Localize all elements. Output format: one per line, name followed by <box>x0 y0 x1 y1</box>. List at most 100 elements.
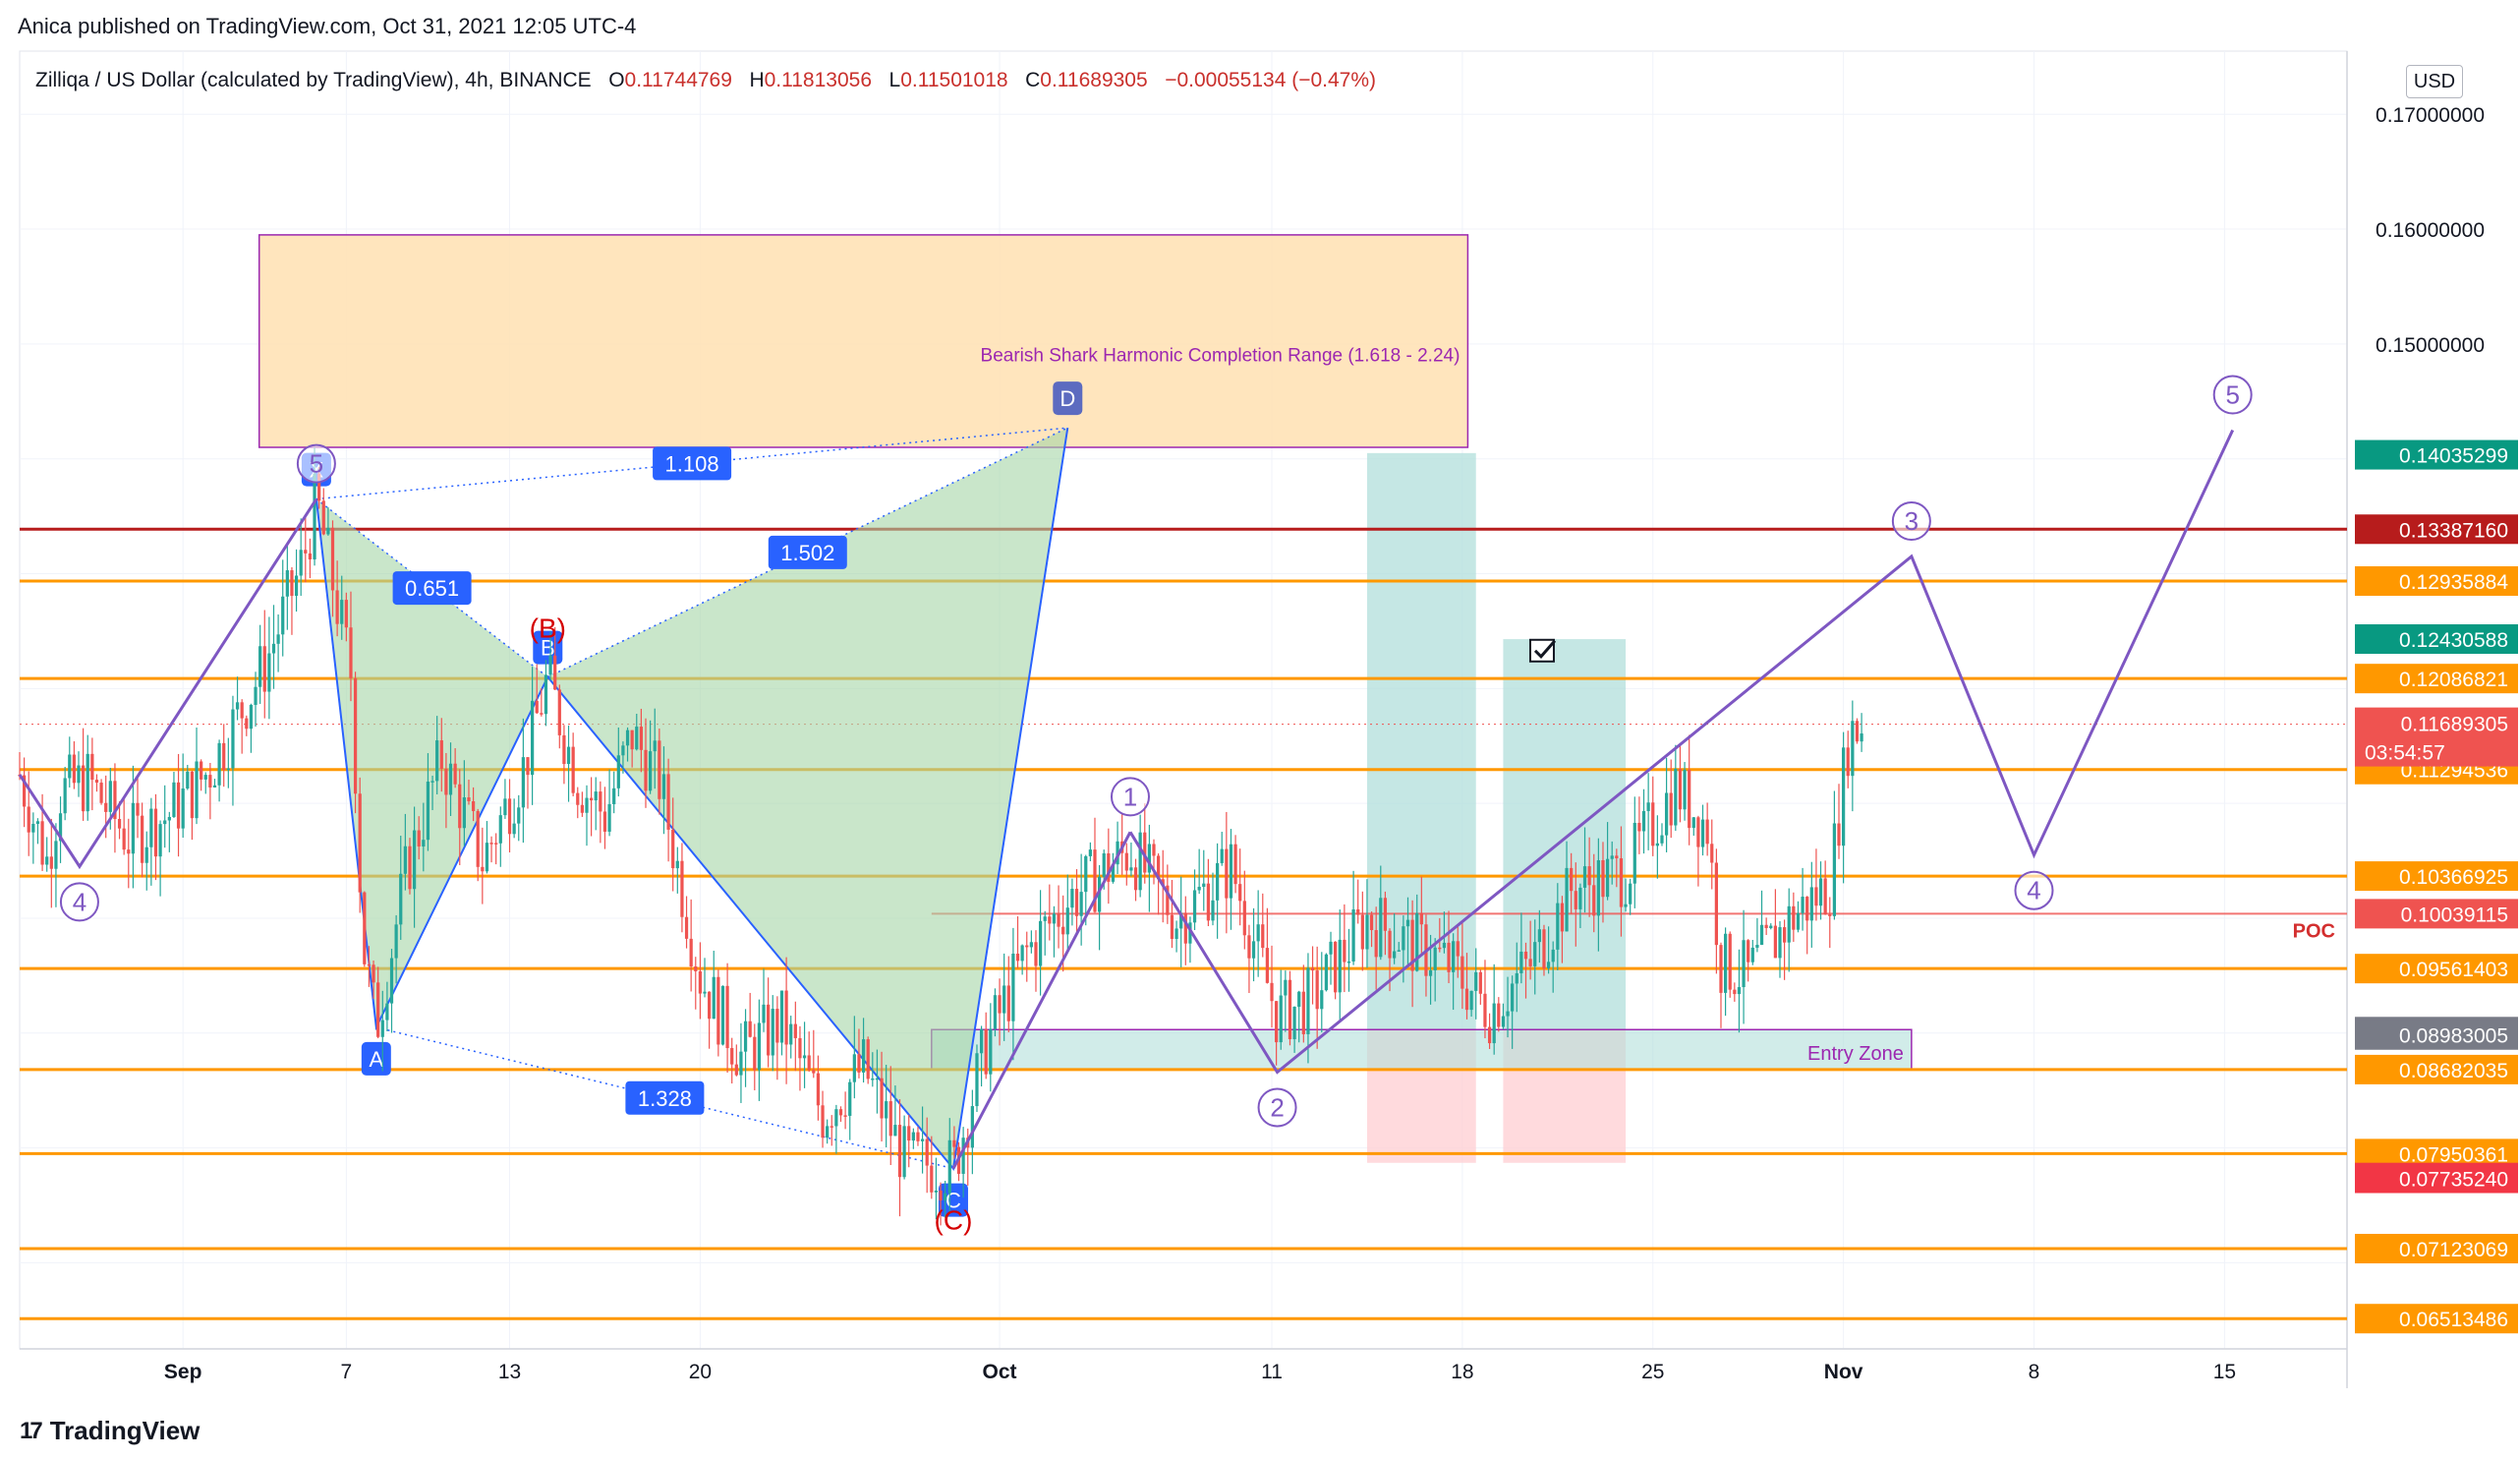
candle-body <box>1288 979 1292 1040</box>
candle-body <box>784 990 788 1045</box>
candle-body <box>779 990 784 1043</box>
marker-price-badge[interactable]: 0.10039115 <box>2355 899 2518 929</box>
level-price-badge-text: 0.12086821 <box>2399 669 2508 691</box>
harmonic-bcd-triangle <box>547 428 1068 1169</box>
marker-price-badge[interactable]: 0.14035299 <box>2355 439 2518 470</box>
harmonic-point-d[interactable]: D <box>1053 381 1083 416</box>
level-price-badge-text: 0.07123069 <box>2399 1239 2508 1261</box>
level-price-badge[interactable]: 0.09561403 <box>2355 954 2518 984</box>
candle-body <box>249 704 254 730</box>
harmonic-point-a[interactable]: A <box>361 1041 391 1076</box>
candle-body <box>54 841 58 869</box>
elliott-wave-circle <box>2212 375 2253 415</box>
candle-body <box>1015 953 1020 962</box>
candle-body <box>1315 970 1319 1010</box>
candle-body <box>1229 844 1233 899</box>
elliott-wave-label-4[interactable]: 4 <box>59 882 99 922</box>
candle-body <box>267 653 271 692</box>
candle-body <box>1065 907 1069 935</box>
ratio-badge[interactable]: 1.108 <box>653 446 732 481</box>
candle-body <box>616 755 620 788</box>
time-tick-label: 11 <box>1261 1361 1283 1383</box>
current-price-badge[interactable]: 0.11689305 03:54:57 <box>2355 707 2518 767</box>
elliott-wave-label-3[interactable]: 3 <box>1891 500 1931 541</box>
candle-body <box>535 700 539 714</box>
candle-body <box>580 804 584 813</box>
candle-body <box>734 1064 738 1076</box>
level-price-badge[interactable]: 0.10366925 <box>2355 861 2518 892</box>
candle-body <box>1188 922 1192 944</box>
candle-body <box>1456 941 1460 957</box>
currency-button[interactable]: USD <box>2406 65 2463 98</box>
level-price-badge[interactable]: 0.13387160 <box>2355 514 2518 545</box>
bar-countdown-text: 03:54:57 <box>2365 742 2445 765</box>
ratio-badge-bg <box>392 571 472 606</box>
candle-body <box>1660 835 1664 844</box>
candle-body <box>1755 945 1759 948</box>
candle-body <box>793 1023 797 1038</box>
level-price-badge[interactable]: 0.12935884 <box>2355 565 2518 596</box>
ratio-badge-bg <box>625 1080 705 1115</box>
candle-body <box>789 1023 793 1045</box>
ratio-badge[interactable]: 1.328 <box>625 1080 705 1115</box>
candle-body <box>838 1109 843 1116</box>
candle-body <box>167 816 171 821</box>
elliott-wave-label-5[interactable]: 5 <box>296 443 336 484</box>
candle-body <box>1523 951 1528 960</box>
candle-body <box>1238 884 1242 902</box>
level-price-badge[interactable]: 0.07123069 <box>2355 1234 2518 1264</box>
time-tick-label: 20 <box>689 1361 712 1383</box>
candle-body <box>503 798 507 816</box>
elliott-wave-label-4[interactable]: 4 <box>2014 870 2054 910</box>
candle-body <box>1696 817 1700 847</box>
candle-body <box>1809 887 1813 921</box>
candle-body <box>993 995 998 1029</box>
candle-body <box>1301 991 1305 1034</box>
candle-body <box>1346 961 1351 963</box>
marker-price-badge[interactable]: 0.12430588 <box>2355 624 2518 655</box>
candle-body <box>254 686 258 705</box>
elliott-wave-number: 5 <box>2225 379 2239 409</box>
candle-body <box>86 753 89 812</box>
candle-body <box>1057 913 1060 927</box>
candle-body <box>122 828 126 850</box>
candle-body <box>639 727 644 750</box>
level-price-badge[interactable]: 0.12086821 <box>2355 664 2518 694</box>
candle-body <box>675 860 679 869</box>
candle-body <box>153 808 158 857</box>
candle-body <box>380 1020 384 1037</box>
marker-price-badge[interactable]: 0.08983005 <box>2355 1020 2518 1050</box>
candle-body <box>408 846 412 890</box>
candle-body <box>1651 802 1655 846</box>
candle-body <box>1497 1003 1501 1027</box>
elliott-wave-label-5[interactable]: 5 <box>2212 375 2253 415</box>
elliott-wave-label-2[interactable]: 2 <box>1257 1087 1297 1128</box>
candle-body <box>186 771 190 789</box>
symbol-name[interactable]: Zilliqa / US Dollar (calculated by Tradi… <box>35 69 592 91</box>
tradingview-logo[interactable]: 17 TradingView <box>20 1416 200 1446</box>
candle-body <box>1542 929 1546 969</box>
candle-body <box>485 843 489 872</box>
marker-price-badge[interactable]: 0.07735240 <box>2355 1163 2518 1194</box>
candle-body <box>317 473 321 501</box>
level-price-badge-text: 0.10366925 <box>2399 866 2508 889</box>
candle-body <box>1211 900 1215 921</box>
candle-body <box>684 916 689 939</box>
candle-body <box>1143 832 1147 873</box>
candle-body <box>208 775 212 788</box>
level-price-badge[interactable]: 0.08682035 <box>2355 1054 2518 1084</box>
candle-body <box>1442 942 1447 949</box>
candle-body <box>1537 929 1541 943</box>
ratio-badge[interactable]: 1.502 <box>768 535 847 569</box>
candle-body <box>358 793 362 893</box>
candle-body <box>1764 924 1768 929</box>
time-tick-label: 7 <box>341 1361 353 1383</box>
elliott-wave-label-1[interactable]: 1 <box>1110 777 1150 817</box>
ratio-badge[interactable]: 0.651 <box>392 571 472 606</box>
ratio-badge-text: 1.328 <box>638 1086 692 1111</box>
check-icon[interactable] <box>1528 638 1557 663</box>
candle-body <box>376 982 380 1037</box>
candle-body <box>1079 892 1083 916</box>
level-price-badge[interactable]: 0.06513486 <box>2355 1304 2518 1334</box>
